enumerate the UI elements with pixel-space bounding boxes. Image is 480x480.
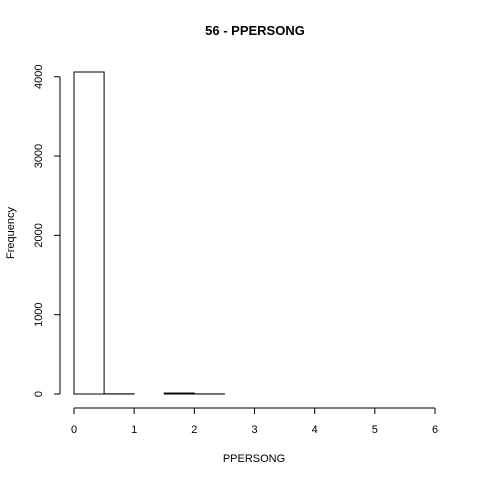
x-axis-label: PPERSONG [223,453,285,465]
y-tick-label: 1000 [33,302,45,326]
x-tick-label: 3 [251,424,257,436]
x-tick-label: 4 [312,424,318,436]
y-axis-label: Frequency [5,207,17,259]
y-tick-label: 0 [33,391,45,397]
histogram-bar-0 [73,71,105,395]
histogram-bars [73,71,225,395]
y-tick-label: 4000 [33,65,45,89]
y-tick-label: 2000 [33,223,45,247]
x-tick-label: 6 [432,424,438,436]
chart-title: 56 - PPERSONG [205,23,305,38]
y-tick-label: 3000 [33,144,45,168]
x-tick-label: 5 [372,424,378,436]
y-axis: 0 1000 2000 3000 4000 [33,65,61,397]
x-tick-label: 1 [131,424,137,436]
histogram-bar-3 [163,392,195,395]
x-tick-label: 2 [191,424,197,436]
x-axis: 0 1 2 3 4 5 6 [71,407,438,436]
x-tick-label: 0 [71,424,77,436]
